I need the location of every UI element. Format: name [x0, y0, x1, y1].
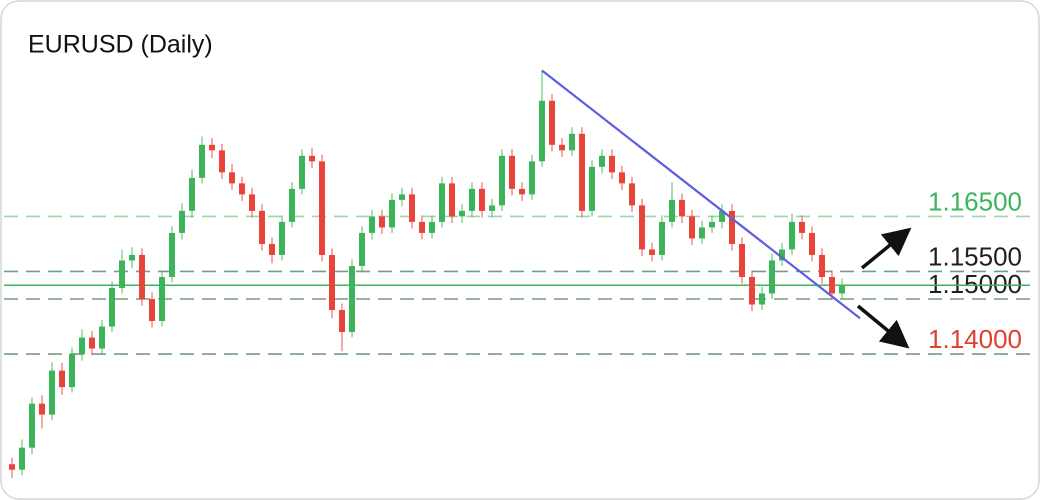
candle-body — [439, 183, 445, 222]
candle-body — [809, 232, 815, 255]
candle-body — [579, 133, 585, 211]
candle-body — [499, 155, 505, 206]
candle-body — [209, 144, 215, 151]
candle-body — [719, 210, 725, 222]
candle-body — [89, 337, 95, 349]
candle-body — [9, 464, 15, 470]
candle-body — [239, 183, 245, 195]
candle-body — [679, 199, 685, 217]
candle-body — [639, 205, 645, 250]
level-label: 1.14000 — [928, 324, 1022, 354]
up-arrow — [860, 227, 912, 270]
candle-body — [709, 221, 715, 228]
candle-body — [359, 232, 365, 266]
level-label: 1.15000 — [928, 269, 1022, 299]
candle-body — [659, 221, 665, 255]
candle-body — [489, 205, 495, 211]
candle-body — [39, 403, 45, 415]
candle-body — [249, 194, 255, 211]
candle-body — [469, 188, 475, 211]
candle-body — [229, 172, 235, 184]
candle-body — [539, 100, 545, 162]
candle-body — [669, 199, 675, 222]
candle-body — [279, 221, 285, 255]
candle-body — [449, 183, 455, 217]
candle-body — [589, 166, 595, 211]
candle-body — [119, 260, 125, 288]
candle-body — [299, 155, 305, 189]
candle-body — [739, 243, 745, 277]
candle-body — [49, 370, 55, 415]
candle-body — [569, 133, 575, 151]
candle-body — [549, 100, 555, 145]
candle-body — [59, 370, 65, 388]
candle-body — [149, 299, 155, 322]
candle-body — [629, 183, 635, 206]
candle-body — [69, 354, 75, 388]
candle-body — [429, 221, 435, 233]
candle-body — [749, 276, 755, 305]
candle-body — [109, 287, 115, 327]
candle-body — [689, 216, 695, 239]
candle-body — [619, 172, 625, 184]
candle-body — [769, 260, 775, 294]
candle-body — [799, 221, 805, 233]
candle-body — [529, 161, 535, 195]
candle-body — [789, 221, 795, 250]
candle-body — [419, 221, 425, 233]
candle-body — [729, 210, 735, 244]
candle-body — [839, 285, 845, 294]
candle-body — [139, 254, 145, 300]
trendline — [541, 69, 861, 320]
candle-body — [99, 326, 105, 349]
candle-body — [479, 188, 485, 211]
candle-body — [269, 243, 275, 255]
candle-body — [179, 210, 185, 233]
candle-body — [219, 150, 225, 173]
candle-body — [169, 232, 175, 277]
candle-body — [369, 216, 375, 233]
candle-body — [559, 144, 565, 151]
down-arrow — [856, 304, 910, 349]
candle-body — [189, 177, 195, 211]
candle-body — [409, 194, 415, 222]
candle-body — [19, 447, 25, 470]
candle-body — [459, 210, 465, 217]
candle-body — [779, 249, 785, 261]
candle-body — [329, 254, 335, 311]
candle-body — [759, 293, 765, 305]
candle-body — [79, 337, 85, 355]
candle-body — [829, 276, 835, 294]
candle-body — [349, 265, 355, 333]
candle-body — [259, 210, 265, 244]
candle-body — [389, 199, 395, 228]
candle-body — [649, 249, 655, 255]
candle-body — [29, 403, 35, 448]
candle-body — [339, 310, 345, 333]
candle-body — [699, 227, 705, 239]
candle-body — [309, 155, 315, 162]
candle-body — [319, 161, 325, 255]
candle-body — [159, 276, 165, 322]
candle-body — [379, 216, 385, 228]
candle-body — [599, 155, 605, 167]
candle-body — [399, 194, 405, 200]
chart-title: EURUSD (Daily) — [28, 31, 213, 59]
candle-body — [609, 155, 615, 173]
candle-body — [289, 188, 295, 222]
candle-body — [199, 144, 205, 178]
candle-body — [129, 254, 135, 261]
candle-body — [519, 188, 525, 195]
candle-body — [819, 254, 825, 277]
level-label: 1.16500 — [928, 186, 1022, 216]
candle-body — [509, 155, 515, 189]
level-label: 1.15500 — [928, 241, 1022, 271]
